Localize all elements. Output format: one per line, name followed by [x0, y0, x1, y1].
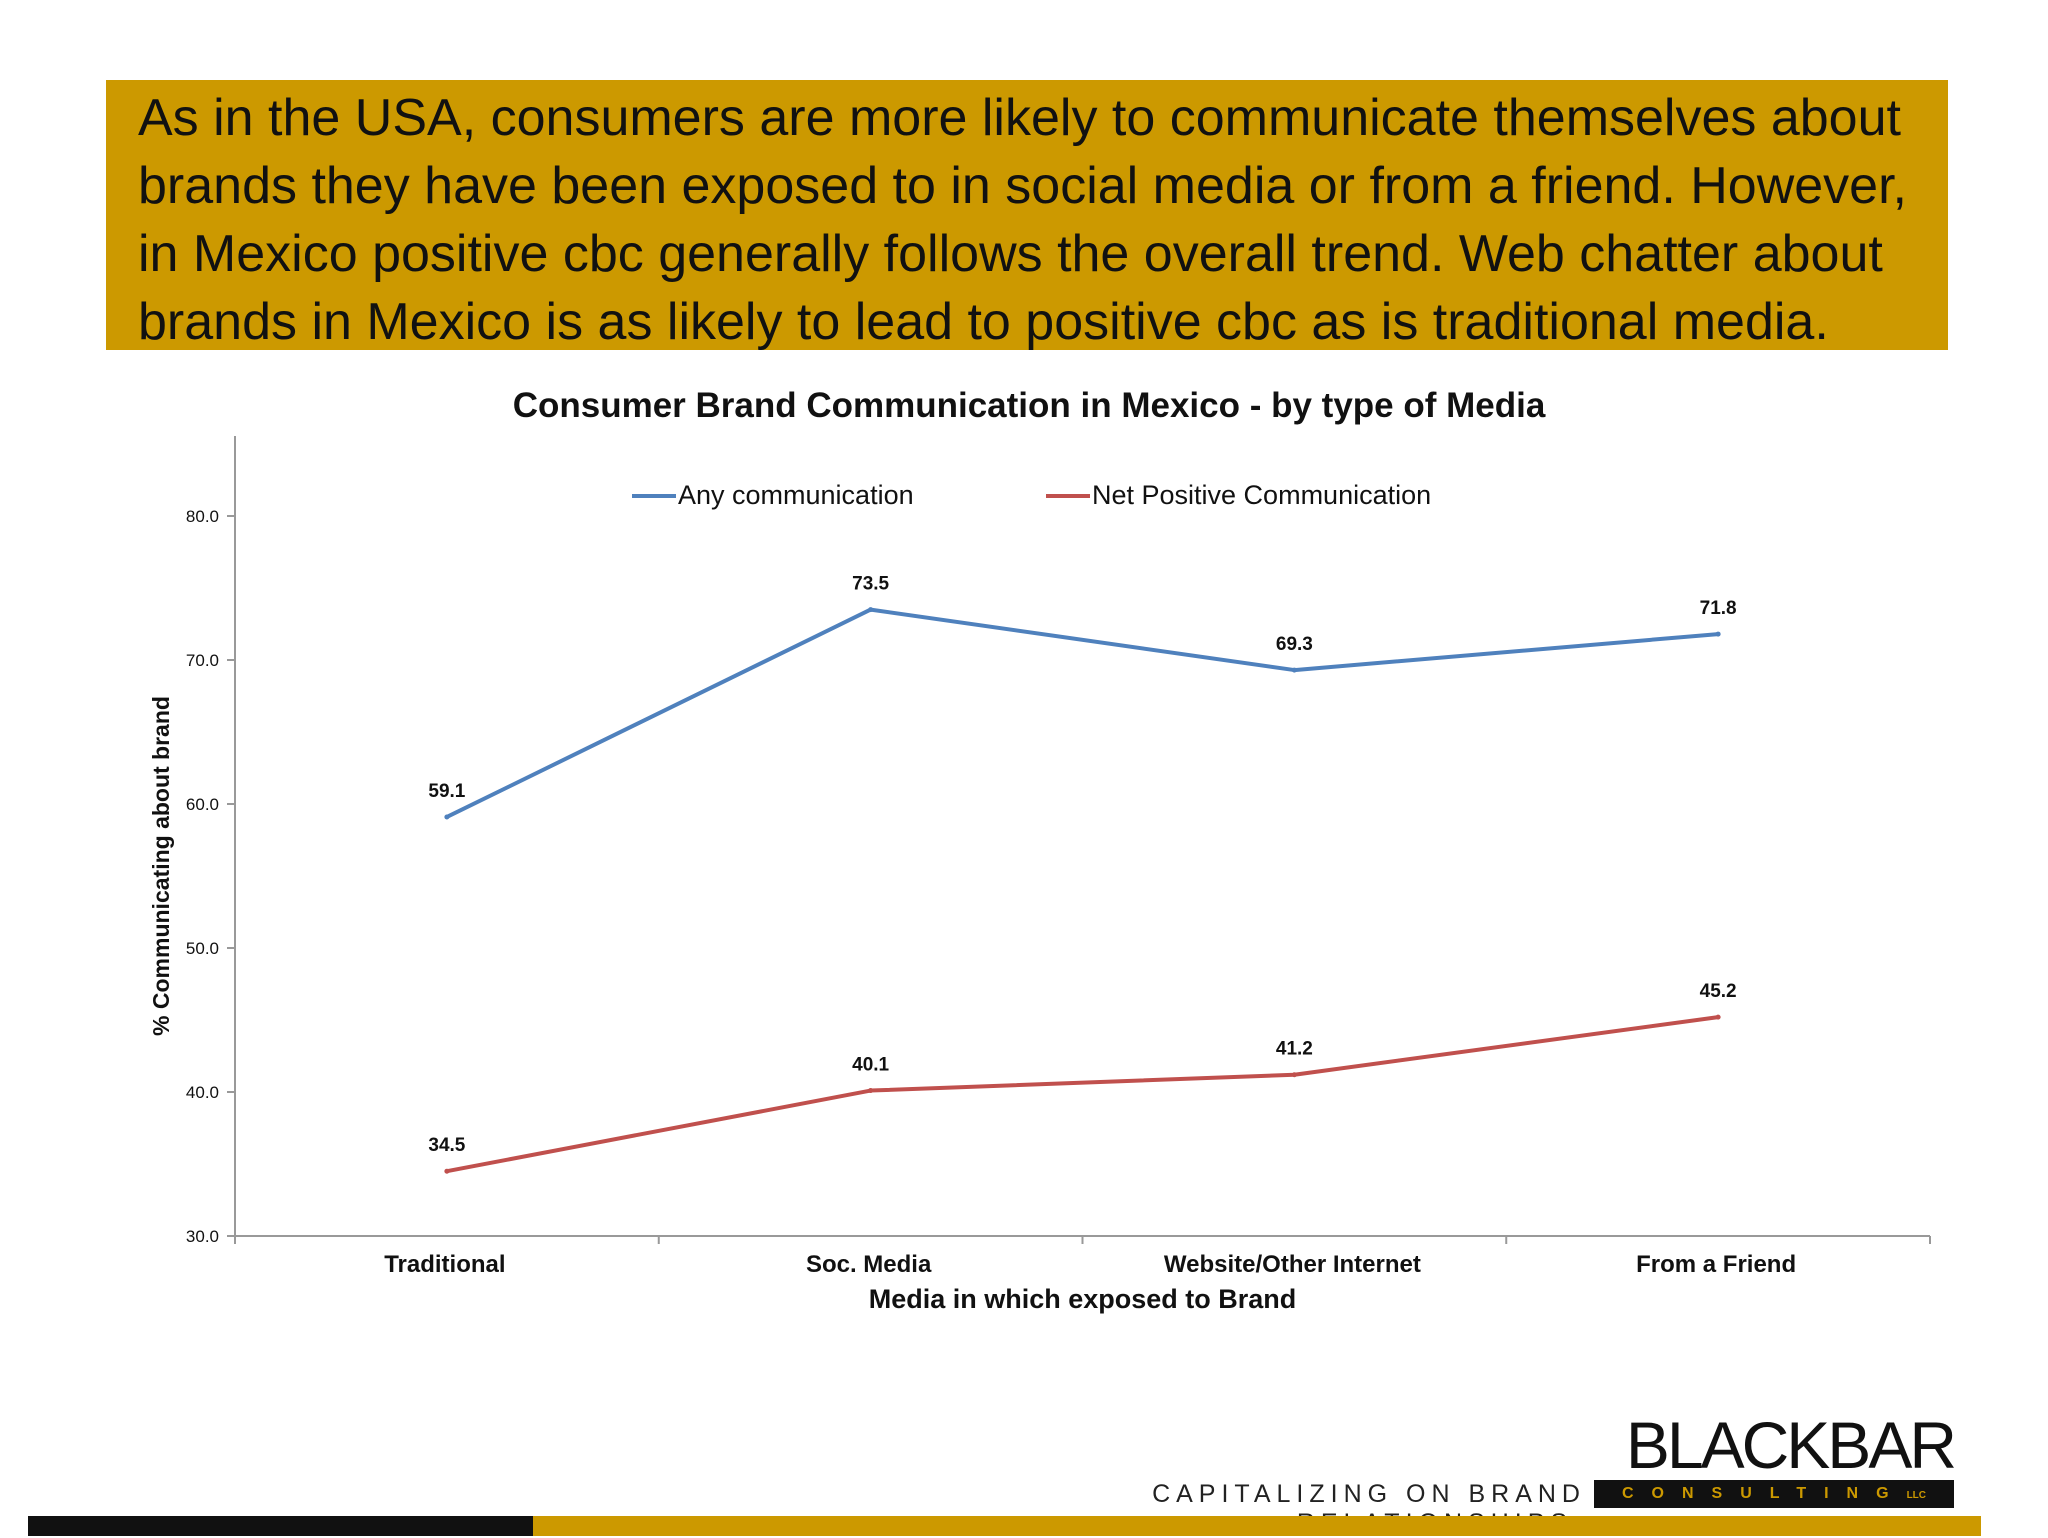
- y-axis-title: % Communicating about brand: [148, 696, 174, 1036]
- data-point: [868, 1088, 874, 1094]
- y-tick-label: 40.0: [186, 1083, 219, 1102]
- chart-title: Consumer Brand Communication in Mexico -…: [512, 386, 1546, 425]
- data-point: [444, 1168, 450, 1174]
- data-point: [1291, 1072, 1297, 1078]
- blackbar-logo: BLACKBAR CONSULTINGLLC: [1594, 1408, 1957, 1508]
- series-line-net-positive: [446, 1015, 1719, 1174]
- chart-canvas: 30.0 40.0 50.0 60.0 70.0 80.0 Traditional Soc. …: [148, 436, 1931, 1314]
- data-label: 59.1: [428, 781, 465, 802]
- data-point: [1715, 1014, 1721, 1020]
- logo-consulting-text: CONSULTING: [1621, 1485, 1907, 1502]
- y-tick-label: 70.0: [186, 651, 219, 670]
- data-label: 73.5: [852, 574, 889, 595]
- footer-bar-gold: [533, 1516, 1981, 1536]
- series-line-any-communication: [445, 607, 1719, 819]
- legend-label: Net Positive Communication: [1092, 480, 1431, 510]
- x-tick-label: Traditional: [384, 1251, 505, 1278]
- data-label: 40.1: [852, 1055, 889, 1076]
- data-label: 69.3: [1276, 634, 1313, 655]
- y-tick-label: 60.0: [186, 795, 219, 814]
- data-point: [444, 814, 450, 820]
- data-label: 41.2: [1276, 1039, 1313, 1060]
- x-tick-label: From a Friend: [1636, 1251, 1796, 1278]
- y-tick-label: 50.0: [186, 939, 219, 958]
- logo-wordmark: BLACKBAR: [1625, 1408, 1957, 1482]
- logo-llc: LLC: [1906, 1490, 1927, 1501]
- x-tick-label: Soc. Media: [806, 1251, 932, 1278]
- data-point: [1291, 667, 1297, 673]
- x-axis-title: Media in which exposed to Brand: [869, 1284, 1297, 1314]
- data-label: 45.2: [1700, 981, 1737, 1002]
- data-point: [1715, 631, 1721, 637]
- y-tick-label: 30.0: [186, 1227, 219, 1246]
- headline-banner: [106, 80, 1948, 350]
- footer-bar-black: [28, 1516, 533, 1536]
- legend-label: Any communication: [678, 480, 914, 510]
- data-point: [868, 607, 874, 613]
- logo-consulting-bar: CONSULTINGLLC: [1594, 1480, 1954, 1508]
- y-tick-label: 80.0: [186, 507, 219, 526]
- data-label: 71.8: [1700, 598, 1737, 619]
- headline-text: As in the USA, consumers are more likely…: [138, 89, 1907, 351]
- chart: Consumer Brand Communication in Mexico -…: [104, 380, 1954, 1360]
- data-label: 34.5: [428, 1135, 465, 1156]
- x-tick-label: Website/Other Internet: [1164, 1251, 1421, 1278]
